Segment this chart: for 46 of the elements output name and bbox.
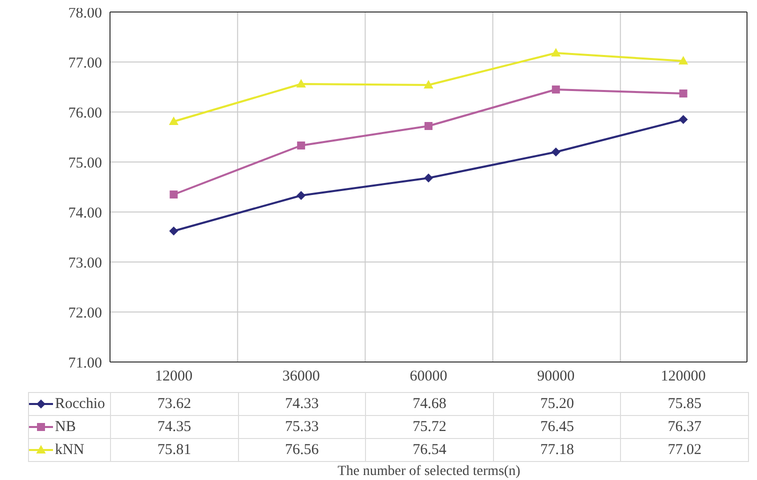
data-label: 75.81: [110, 438, 238, 462]
data-label: 76.37: [620, 416, 748, 438]
text: The number of selected terms(n): [336, 464, 522, 480]
point: [678, 115, 688, 124]
point: [424, 174, 433, 182]
x-tick-label: 90000: [537, 368, 575, 385]
point: [169, 226, 178, 236]
data-label: 75.33: [238, 416, 366, 438]
point: [679, 90, 688, 98]
data-label: 74.35: [110, 416, 238, 438]
legend-label: NB: [55, 418, 76, 434]
x-tick-label: 12000: [154, 368, 192, 385]
y-tick-label: 77.00: [68, 55, 102, 72]
data-label: 77.02: [620, 438, 748, 462]
x-tick-label: 120000: [660, 368, 706, 385]
point: [551, 148, 560, 156]
data-label: 74.68: [366, 392, 494, 416]
y-tick-label: 73.00: [68, 255, 102, 272]
x-tick-label: 36000: [282, 368, 320, 385]
data-label: 77.18: [493, 438, 621, 462]
point: [296, 79, 306, 88]
point: [678, 56, 688, 64]
x-tick-label: 60000: [410, 368, 448, 385]
y-tick-label: 72.00: [68, 305, 102, 322]
data-label: 75.20: [493, 392, 621, 416]
legend-label: Rocchio: [55, 396, 105, 412]
point: [424, 122, 432, 130]
point: [168, 116, 178, 125]
point: [297, 142, 306, 150]
data-label: 75.85: [620, 392, 748, 416]
data-label: 74.33: [238, 392, 366, 416]
data-label: 76.54: [366, 438, 494, 462]
y-tick-label: 74.00: [68, 205, 102, 222]
data-label: 76.56: [238, 438, 366, 462]
point: [424, 80, 434, 88]
data-label: 76.45: [493, 416, 621, 438]
y-tick-label: 71.00: [68, 355, 102, 372]
legend-label: kNN: [55, 442, 84, 458]
data-label: 73.62: [110, 392, 238, 416]
y-tick-label: 75.00: [68, 155, 102, 172]
y-tick-label: 76.00: [68, 105, 102, 122]
point: [551, 48, 561, 56]
data-label: 75.72: [366, 416, 494, 438]
point: [170, 190, 178, 198]
point: [552, 86, 560, 94]
point: [296, 191, 306, 200]
